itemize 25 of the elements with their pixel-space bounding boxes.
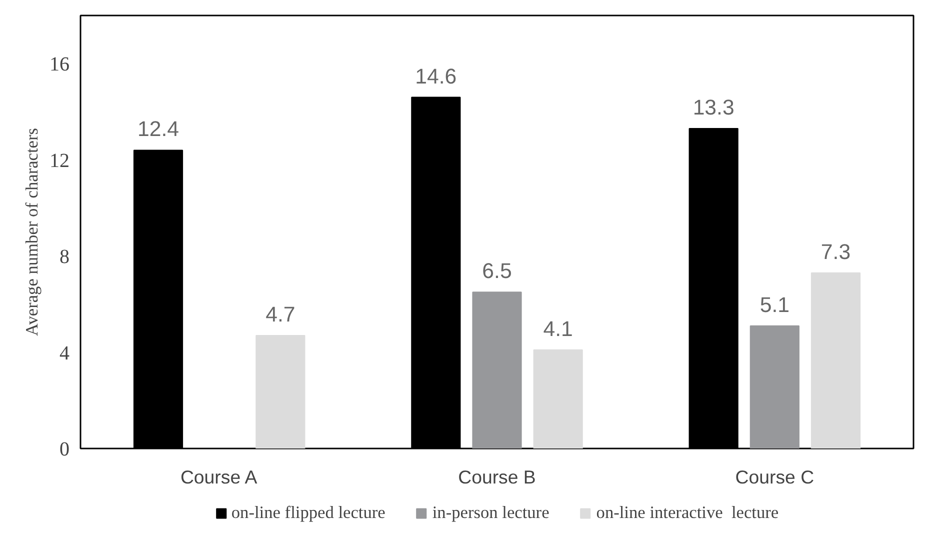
data-label: 12.4 [137,117,180,142]
y-tick-label: 12 [50,150,70,172]
bar [533,349,583,448]
bar [810,272,861,448]
data-label: 7.3 [820,240,851,264]
data-label: 13.3 [692,96,734,120]
x-tick-label: Course B [458,466,536,488]
y-tick-label: 16 [50,54,70,76]
data-label: 14.6 [415,64,457,88]
y-axis-title: Average number of characters [22,128,42,336]
data-label: 5.1 [760,292,790,317]
bar [472,292,522,448]
legend-label: on-line flipped lecture [231,502,386,522]
data-label: 6.5 [482,259,512,284]
data-label: 4.7 [266,302,296,326]
data-label: 4.1 [543,316,573,341]
x-tick-label: Course A [180,466,258,488]
legend-label: on-line interactive lecture [596,502,779,522]
bar [256,334,306,448]
y-tick-label: 0 [60,438,70,460]
legend-label: in-person lecture [432,502,550,522]
x-tick-label: Course C [735,466,814,488]
y-tick-label: 8 [60,246,70,268]
y-tick-label: 4 [60,342,70,364]
bar [750,325,800,448]
